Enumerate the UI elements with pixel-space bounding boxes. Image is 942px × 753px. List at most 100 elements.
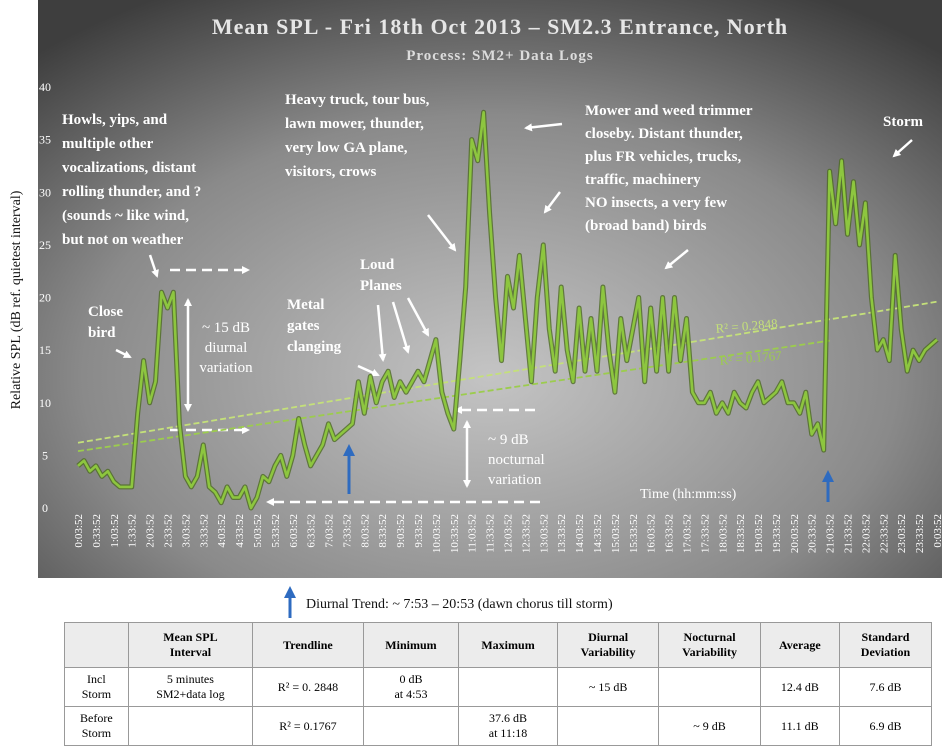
- trendline: [77, 300, 938, 444]
- arrow: [427, 214, 457, 252]
- x-tick-label: 16:33:52: [664, 514, 676, 553]
- cell-text: Deviation: [860, 645, 911, 659]
- header-cell: Nocturnal Variability: [658, 622, 761, 668]
- header-cell: Maximum: [458, 622, 558, 668]
- annotation: clanging: [287, 339, 342, 355]
- x-tick-label: 5:33:52: [270, 514, 282, 548]
- annotation: multiple other: [62, 136, 154, 152]
- x-tick-label: 21:33:52: [843, 514, 855, 553]
- cell-text: at 11:18: [488, 726, 528, 740]
- x-tick-label: 14:03:52: [574, 514, 586, 553]
- annotation: (sounds ~ like wind,: [62, 208, 189, 224]
- cell-text: Interval: [169, 645, 212, 659]
- x-tick-label: 12:33:52: [520, 514, 532, 553]
- table-cell: [458, 667, 558, 707]
- table-cell: [362, 706, 460, 746]
- arrow: [543, 191, 561, 214]
- trendline-label: R² = 0.2848: [715, 316, 778, 336]
- x-tick-label: 11:33:52: [485, 514, 497, 553]
- cell-text: Trendline: [283, 637, 333, 652]
- x-tick-label: 0:03:52: [932, 514, 942, 548]
- x-tick-label: 10:03:52: [431, 514, 443, 553]
- x-tick-label: 8:33:52: [377, 514, 389, 548]
- arrow: [357, 364, 380, 377]
- cell-text: Minimum: [385, 637, 437, 652]
- annotation: Metal: [287, 297, 324, 313]
- annotation: very low GA plane,: [285, 140, 408, 156]
- annotation: ~ 15 dB: [202, 320, 250, 336]
- arrow: [406, 297, 430, 337]
- y-tick-label: 10: [39, 396, 51, 410]
- x-tick-label: 19:33:52: [771, 514, 783, 553]
- table-row: Before Storm R² = 0.1767 37.6 dB at 11:18 ~ 9…: [64, 706, 933, 746]
- x-tick-label: 22:03:52: [860, 514, 872, 553]
- cell-text: ~ 15 dB: [588, 679, 628, 694]
- cell-text: Nocturnal: [683, 630, 736, 644]
- trend-note: Diurnal Trend: ~ 7:53 – 20:53 (dawn chor…: [306, 597, 613, 612]
- x-tick-label: 17:03:52: [681, 514, 693, 553]
- x-tick-label: 4:33:52: [234, 514, 246, 548]
- x-tick-label: 9:33:52: [413, 514, 425, 548]
- table-cell: R² = 0.1767: [252, 706, 364, 746]
- cell-text: 0 dB: [399, 672, 423, 686]
- y-tick-label: 20: [39, 291, 51, 305]
- x-tick-label: 18:03:52: [717, 514, 729, 553]
- x-tick-label: 17:33:52: [699, 514, 711, 553]
- arrow: [664, 249, 689, 270]
- x-tick-label: 22:33:52: [878, 514, 890, 553]
- data-line: [77, 111, 938, 510]
- table-cell: Incl Storm: [64, 667, 129, 707]
- cell-text: 5 minutes: [166, 672, 214, 686]
- x-tick-label: 16:03:52: [646, 514, 658, 553]
- x-tick-label: 3:03:52: [180, 514, 192, 548]
- annotation: diurnal: [205, 340, 248, 356]
- x-tick-label: 2:03:52: [145, 514, 157, 548]
- cell-text: at 4:53: [394, 687, 428, 701]
- x-tick-label: 0:03:52: [73, 514, 85, 548]
- annotation: (broad band) birds: [585, 218, 707, 234]
- cell-text: 37.6 dB: [489, 711, 528, 725]
- annotation: lawn mower, thunder,: [285, 116, 424, 132]
- table-cell: 5 minutes SM2+data log: [127, 667, 254, 707]
- y-tick-label: 0: [42, 501, 48, 515]
- annotation: Heavy truck, tour bus,: [285, 92, 430, 108]
- y-tick-label: 30: [39, 185, 51, 199]
- header-cell: Mean SPL Interval: [127, 622, 254, 668]
- arrow: [524, 122, 563, 132]
- header-cell: Trendline: [252, 622, 364, 668]
- x-tick-label: 1:03:52: [109, 514, 121, 548]
- arrow: [148, 254, 159, 278]
- cell-text: Average: [778, 637, 821, 652]
- cell-text: Incl: [87, 672, 106, 686]
- cell-text: SM2+data log: [156, 687, 225, 701]
- annotation: plus FR vehicles, trucks,: [585, 149, 742, 165]
- cell-text: Diurnal: [588, 630, 629, 644]
- cell-text: Standard: [861, 630, 910, 644]
- cell-text: R² = 0.1767: [279, 718, 337, 733]
- chart: Mean SPL - Fri 18th Oct 2013 – SM2.3 Ent…: [9, 0, 942, 618]
- x-tick-label: 1:33:52: [127, 514, 139, 548]
- cell-text: 6.9 dB: [869, 718, 902, 733]
- x-tick-label: 2:33:52: [162, 514, 174, 548]
- x-tick-label: 13:33:52: [556, 514, 568, 553]
- x-tick-label: 6:03:52: [288, 514, 300, 548]
- annotation: NO insects, a very few: [585, 195, 727, 211]
- table-corner: [64, 622, 129, 668]
- cell-text: Maximum: [481, 637, 535, 652]
- x-tick-label: 23:03:52: [896, 514, 908, 553]
- chart-title: Mean SPL - Fri 18th Oct 2013 – SM2.3 Ent…: [212, 14, 788, 39]
- cell-text: Mean SPL: [163, 630, 218, 644]
- table-cell: ~ 9 dB: [658, 706, 761, 746]
- annotation-arrows: [115, 122, 913, 506]
- annotation: variation: [488, 472, 542, 488]
- cell-text: 12.4 dB: [780, 679, 819, 694]
- arrow: [892, 139, 913, 158]
- annotation: Close: [88, 304, 123, 320]
- header-cell: Minimum: [362, 622, 460, 668]
- y-tick-label: 40: [39, 80, 51, 94]
- table-cell: 7.6 dB: [838, 667, 933, 707]
- x-tick-label: 15:33:52: [628, 514, 640, 553]
- chart-subtitle: Process: SM2+ Data Logs: [406, 48, 594, 64]
- x-tick-label: 7:03:52: [324, 514, 336, 548]
